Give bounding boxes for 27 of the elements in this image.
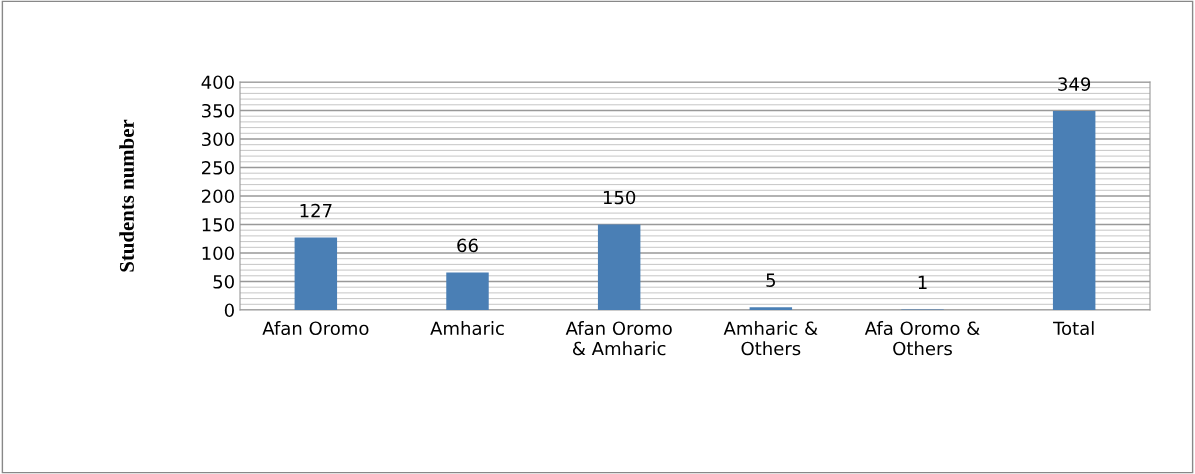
y-tick-label: 350 (202, 103, 234, 118)
y-tick-label: 150 (202, 217, 234, 232)
y-axis-title: Students number (119, 119, 134, 272)
x-tick-label: Total (1053, 321, 1094, 336)
x-tick-label: Amharic (430, 321, 504, 336)
y-tick-label: 300 (202, 132, 234, 147)
data-label: 5 (766, 273, 775, 287)
y-tick-label: 100 (202, 246, 234, 261)
data-label: 1 (918, 275, 927, 290)
data-label: 127 (300, 203, 332, 218)
y-tick-label: 50 (213, 274, 234, 289)
bar (1052, 111, 1096, 310)
x-tick-label: Afan Oromo & Amharic (565, 321, 672, 356)
bar (597, 224, 641, 310)
y-tick-label: 200 (202, 189, 234, 204)
data-label: 66 (457, 238, 478, 253)
y-tick-label: 250 (202, 160, 234, 175)
data-label: 349 (1058, 77, 1091, 91)
bar (294, 237, 338, 310)
bar (749, 307, 793, 310)
y-tick-label: 0 (224, 303, 234, 318)
data-label: 150 (603, 190, 636, 205)
x-tick-label: Amharic & Others (723, 321, 818, 356)
y-tick-label: 400 (201, 75, 234, 90)
bar (446, 272, 489, 310)
x-tick-label: Afa Oromo & Others (864, 321, 980, 356)
x-tick-label: Afan Oromo (262, 321, 369, 336)
